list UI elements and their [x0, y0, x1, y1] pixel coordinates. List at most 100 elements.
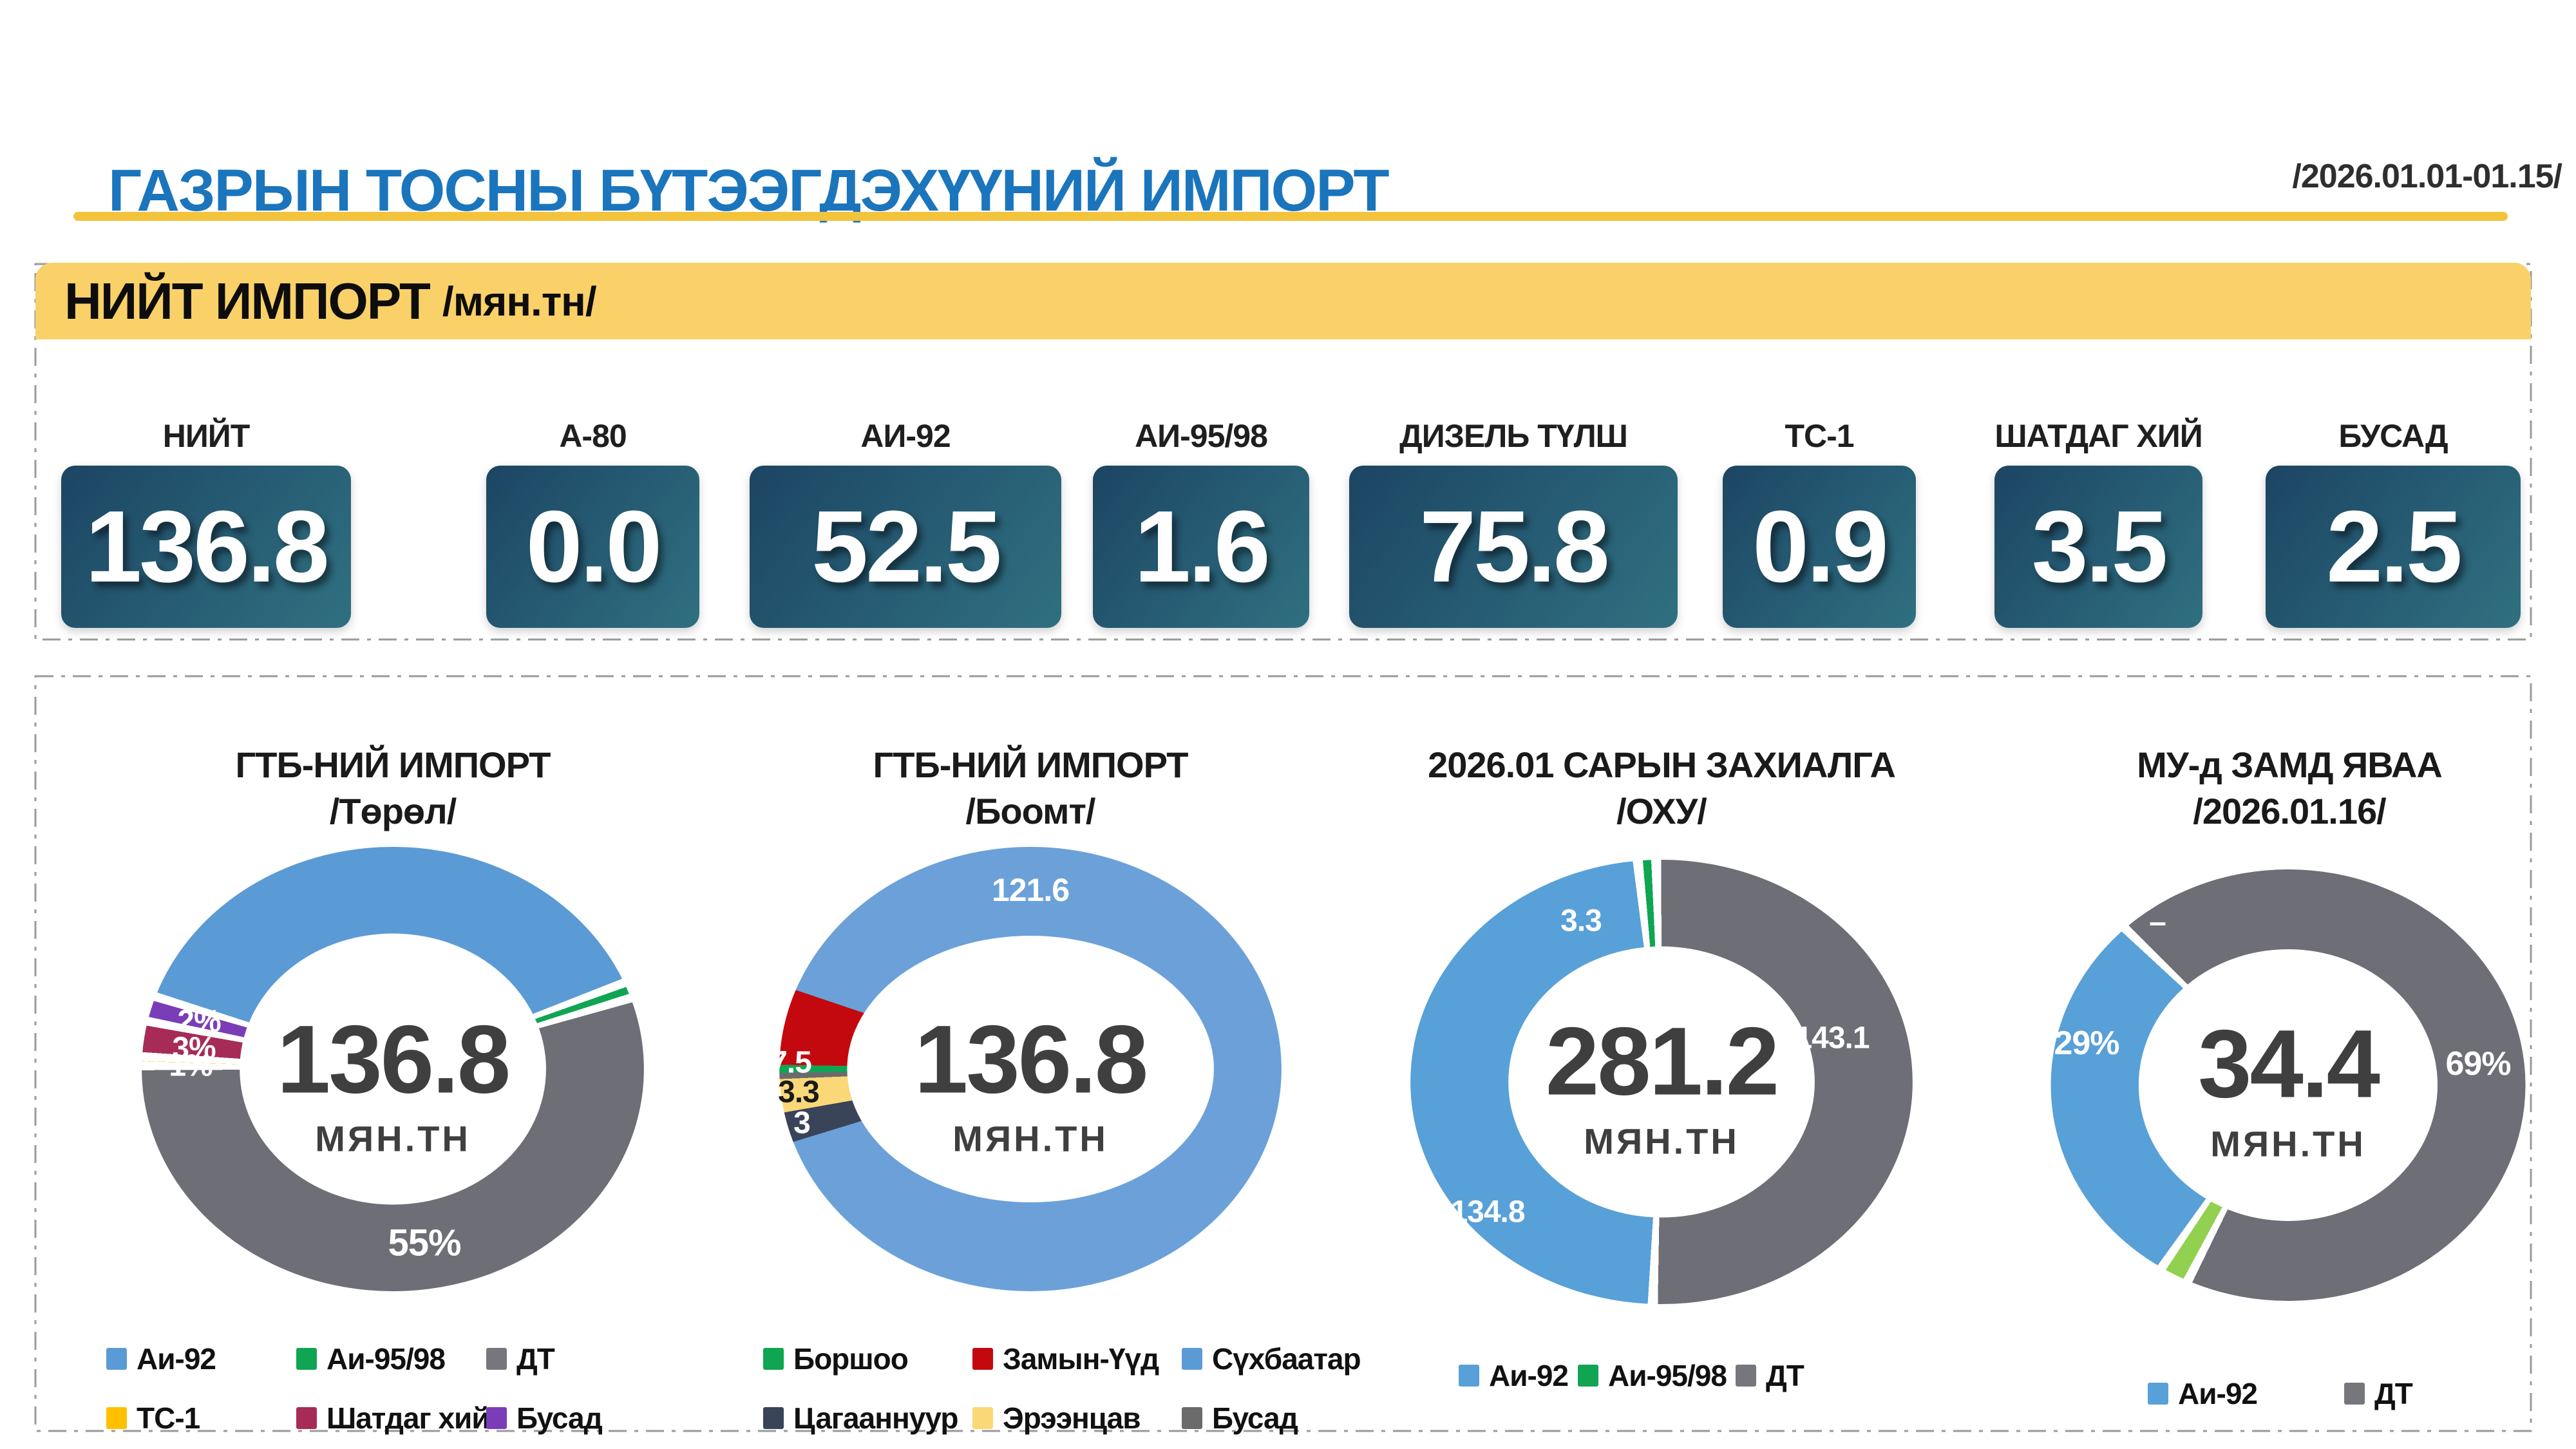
chart-title-type: ГТБ-НИЙ ИМПОРТ /Төрөл/ [71, 742, 715, 835]
segment-label: 3 [793, 1106, 811, 1141]
donut-center-value: 136.8 [914, 1005, 1148, 1113]
donut-hole [240, 933, 546, 1205]
stat-label-other: БУСАД [2338, 418, 2448, 454]
segment-label: 3% [172, 1031, 216, 1066]
chart-title-order: 2026.01 САРЫН ЗАХИАЛГА /ОХУ/ [1340, 742, 1984, 835]
stat-card-lpg: 3.5 [1994, 466, 2202, 628]
legend-label: Бусад [1212, 1401, 1298, 1435]
legend-item: Бусад [1182, 1400, 1361, 1436]
legend-label: ДТ [516, 1342, 555, 1376]
legend-label: Сүхбаатар [1212, 1342, 1361, 1376]
legend-item: Аи-95/98 [296, 1341, 486, 1377]
donut-hole [2138, 949, 2438, 1222]
segment-label: 3.3 [1560, 904, 1602, 938]
legend-label: Замын-Үүд [1003, 1342, 1159, 1376]
stat-card-other: 2.5 [2266, 466, 2521, 628]
legend-color-chip [2148, 1383, 2168, 1405]
legend-label: Аи-92 [2178, 1377, 2258, 1410]
legend-label: Боршоо [793, 1342, 909, 1376]
stat-value-a80: 0.0 [526, 489, 663, 603]
legend-item: Боршоо [763, 1341, 972, 1377]
legend-color-chip [1459, 1365, 1479, 1387]
stat-value-ai92: 52.5 [811, 489, 1002, 603]
legend-color-chip [1736, 1365, 1756, 1387]
stat-label-lpg: ШАТДАГ ХИЙ [1994, 418, 2202, 454]
stat-label-diesel: ДИЗЕЛЬ ТҮЛШ [1399, 418, 1628, 454]
segment-label: 7.5 [770, 1045, 812, 1080]
legend-label: Шатдаг хий [327, 1401, 490, 1435]
donut-chart-order [1410, 860, 1913, 1304]
legend-color-chip [296, 1348, 317, 1370]
legend-item: Цагааннуур [763, 1400, 972, 1436]
donut-center-unit: МЯН.ТН [2210, 1123, 2366, 1164]
segment-label: 55% [388, 1222, 461, 1264]
segment-label: – [2149, 905, 2166, 940]
stat-value-diesel: 75.8 [1419, 489, 1610, 603]
chart-title-line2: /Төрөл/ [329, 791, 457, 831]
segment-label: 143.1 [1795, 1021, 1870, 1056]
legend-label: ДТ [2374, 1377, 2413, 1410]
segment-label: 1% [169, 1048, 213, 1083]
legend-item: ДТ [486, 1341, 602, 1377]
donut-center-unit: МЯН.ТН [315, 1118, 471, 1159]
legend-port: Боршоо Замын-Үүд Сүхбаатар Цагааннуур Эрээнц… [763, 1341, 1361, 1436]
chart-title-line1: 2026.01 САРЫН ЗАХИАЛГА [1428, 744, 1896, 785]
chart-title-line1: ГТБ-НИЙ ИМПОРТ [235, 744, 551, 785]
chart-title-line2: /2026.01.16/ [2193, 791, 2386, 831]
donut-chart-transit [2050, 869, 2526, 1301]
legend-color-chip [1182, 1407, 1202, 1429]
legend-label: Аи-92 [1489, 1359, 1569, 1392]
legend-color-chip [106, 1348, 127, 1370]
total-import-banner: НИЙТ ИМПОРТ /мян.тн/ [35, 263, 2531, 339]
stat-card-ai9598: 1.6 [1093, 466, 1309, 628]
legend-type: Аи-92 Аи-95/98 ДТ ТС-1 Шатдаг хий Бусад [106, 1341, 603, 1436]
legend-label: Бусад [516, 1401, 603, 1435]
legend-item: Аи-92 [2148, 1376, 2344, 1412]
segment-label: 69% [2445, 1045, 2511, 1083]
legend-item: Сүхбаатар [1182, 1341, 1361, 1377]
legend-color-chip [763, 1407, 784, 1429]
donut-center-unit: МЯН.ТН [1584, 1121, 1739, 1162]
chart-title-line2: /ОХУ/ [1616, 791, 1707, 831]
legend-color-chip [972, 1407, 993, 1429]
stat-card-total: 136.8 [61, 466, 351, 628]
legend-color-chip [1578, 1365, 1598, 1387]
legend-item: ДТ [2344, 1376, 2413, 1412]
legend-item: ДТ [1736, 1358, 1804, 1394]
stat-card-ts1: 0.9 [1723, 466, 1916, 628]
legend-color-chip [486, 1348, 507, 1370]
donut-hole [847, 936, 1214, 1202]
legend-item: Шатдаг хий [296, 1400, 490, 1436]
segment-label: 121.6 [991, 872, 1070, 908]
stat-card-diesel: 75.8 [1349, 466, 1678, 628]
chart-title-line1: МУ-д ЗАМД ЯВАА [2137, 744, 2443, 785]
segment-label: 2% [177, 1004, 221, 1039]
segment-label: 3.3 [778, 1075, 820, 1110]
donut-chart-type [142, 847, 644, 1291]
legend-item: Аи-92 [106, 1341, 296, 1377]
legend-label: Аи-92 [137, 1342, 216, 1376]
stat-card-ai92: 52.5 [750, 466, 1061, 628]
donut-center-unit: МЯН.ТН [952, 1118, 1108, 1159]
legend-color-chip [486, 1407, 507, 1429]
legend-label: Аи-95/98 [1608, 1359, 1727, 1392]
stat-label-a80: А-80 [559, 418, 627, 454]
legend-item: Аи-95/98 [1578, 1358, 1736, 1394]
segment-label: 29% [2054, 1025, 2119, 1062]
stat-value-total: 136.8 [85, 489, 329, 603]
chart-title-line1: ГТБ-НИЙ ИМПОРТ [873, 744, 1189, 785]
chart-title-line2: /Боомт/ [965, 791, 1096, 831]
title-underline [73, 212, 2508, 221]
legend-transit: Аи-92 ДТ [2148, 1376, 2413, 1412]
legend-color-chip [106, 1407, 127, 1429]
legend-color-chip [296, 1407, 317, 1429]
donut-chart-port [779, 847, 1282, 1291]
legend-item: Аи-92 [1459, 1358, 1578, 1394]
donut-hole [1508, 946, 1815, 1218]
legend-item: Бусад [486, 1400, 603, 1436]
legend-label: Аи-95/98 [327, 1342, 446, 1376]
segment-label: 134.8 [1450, 1195, 1525, 1229]
legend-item: Эрээнцав [972, 1400, 1182, 1436]
stat-label-ai92: АИ-92 [860, 418, 951, 454]
